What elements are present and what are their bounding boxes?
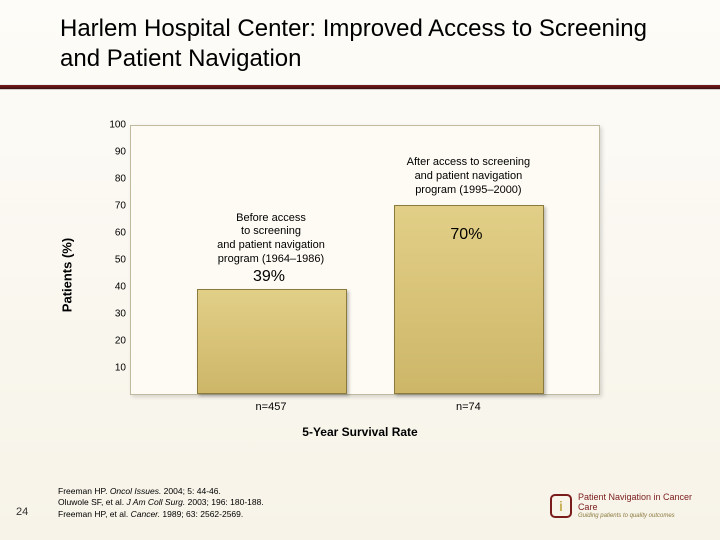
- logo-text: Patient Navigation in Cancer Care Guidin…: [578, 493, 700, 519]
- bar-caption: Before accessto screeningand patient nav…: [181, 212, 361, 267]
- title-region: Harlem Hospital Center: Improved Access …: [0, 0, 720, 84]
- slide: Harlem Hospital Center: Improved Access …: [0, 0, 720, 540]
- y-tick: 50: [115, 255, 126, 266]
- citations: Freeman HP. Oncol Issues. 2004; 5: 44-46…: [58, 486, 560, 520]
- y-axis-label: Patients (%): [60, 238, 75, 312]
- bar: [197, 289, 347, 394]
- y-tick: 60: [115, 228, 126, 239]
- chart: Patients (%) 102030405060708090100 5-Yea…: [100, 125, 620, 425]
- page-number: 24: [16, 506, 28, 518]
- y-tick: 10: [115, 363, 126, 374]
- logo-line2: Guiding patients to quality outcomes: [578, 513, 700, 520]
- slide-title: Harlem Hospital Center: Improved Access …: [60, 14, 680, 74]
- y-tick: 40: [115, 282, 126, 293]
- bar-n-label: n=74: [408, 401, 528, 413]
- citation-line: Freeman HP, et al. Cancer. 1989; 63: 256…: [58, 509, 560, 520]
- bar-n-label: n=457: [211, 401, 331, 413]
- logo-mark-icon: i: [550, 494, 572, 518]
- y-ticks: 102030405060708090100: [100, 125, 130, 395]
- y-tick: 70: [115, 201, 126, 212]
- bar-value-label: 39%: [253, 268, 285, 286]
- logo-line1: Patient Navigation in Cancer Care: [578, 493, 700, 513]
- citation-line: Freeman HP. Oncol Issues. 2004; 5: 44-46…: [58, 486, 560, 497]
- citation-line: Oluwole SF, et al. J Am Coll Surg. 2003;…: [58, 497, 560, 508]
- y-tick: 30: [115, 309, 126, 320]
- y-tick: 100: [109, 120, 126, 131]
- bar-value-label: 70%: [450, 226, 482, 244]
- bar-caption: After access to screeningand patient nav…: [378, 156, 558, 197]
- y-tick: 20: [115, 336, 126, 347]
- y-tick: 90: [115, 147, 126, 158]
- divider-wrap: [0, 84, 720, 90]
- x-axis-title: 5-Year Survival Rate: [100, 425, 620, 439]
- y-tick: 80: [115, 174, 126, 185]
- footer-logo: i Patient Navigation in Cancer Care Guid…: [550, 490, 700, 522]
- divider: [0, 84, 720, 90]
